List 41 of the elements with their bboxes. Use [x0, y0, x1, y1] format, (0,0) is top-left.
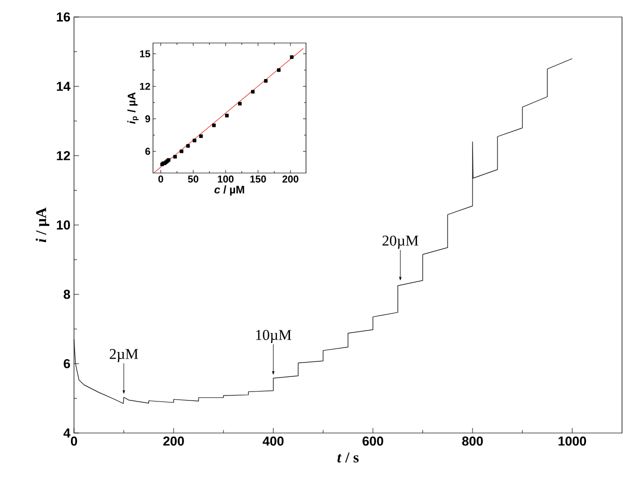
y-tick-label: 4: [63, 428, 70, 438]
x-tick-label: 1000: [558, 436, 586, 446]
annotation: 20µM: [382, 236, 418, 249]
y-axis-title: i$_{p}$ / µA: [127, 92, 139, 124]
x-tick-label: 0: [158, 176, 164, 183]
point: [238, 102, 242, 106]
y-tick-label: 6: [64, 359, 70, 368]
y-tick-label: 12: [56, 151, 70, 160]
point: [225, 114, 229, 118]
y-axis-title: i / µA: [36, 208, 50, 242]
point: [251, 90, 255, 94]
y-tick-label: 15: [140, 50, 150, 58]
x-axis-title: t / s: [337, 452, 359, 463]
point: [264, 79, 268, 83]
x-tick-label: 200: [282, 176, 298, 183]
y-tick-label: 10: [56, 220, 70, 230]
annotation: 2µM: [110, 349, 138, 362]
x-tick-label: 50: [188, 176, 198, 183]
x-tick-label: 600: [362, 436, 384, 446]
y-tick-label: 14: [56, 82, 70, 91]
point: [173, 154, 177, 159]
point: [276, 68, 281, 72]
x-axis-title: c / µM: [214, 185, 244, 196]
x-tick-label: 800: [462, 436, 483, 446]
x-tick-label: 150: [250, 176, 266, 183]
point: [199, 134, 203, 138]
point: [192, 138, 196, 142]
point: [180, 150, 184, 154]
y-tick-label: 9: [145, 115, 150, 122]
x-tick-label: 200: [163, 436, 184, 446]
y-tick-label: 6: [145, 148, 150, 155]
point: [290, 55, 294, 59]
annotation: 10µM: [256, 330, 292, 344]
y-tick-label: 8: [64, 290, 70, 299]
y-tick-label: 12: [140, 82, 150, 90]
x-tick-label: 0: [70, 436, 78, 446]
y-tick-label: 16: [56, 12, 70, 22]
x-tick-label: 400: [262, 436, 284, 446]
point: [212, 124, 216, 128]
x-tick-label: 100: [218, 176, 234, 183]
point: [186, 144, 190, 148]
